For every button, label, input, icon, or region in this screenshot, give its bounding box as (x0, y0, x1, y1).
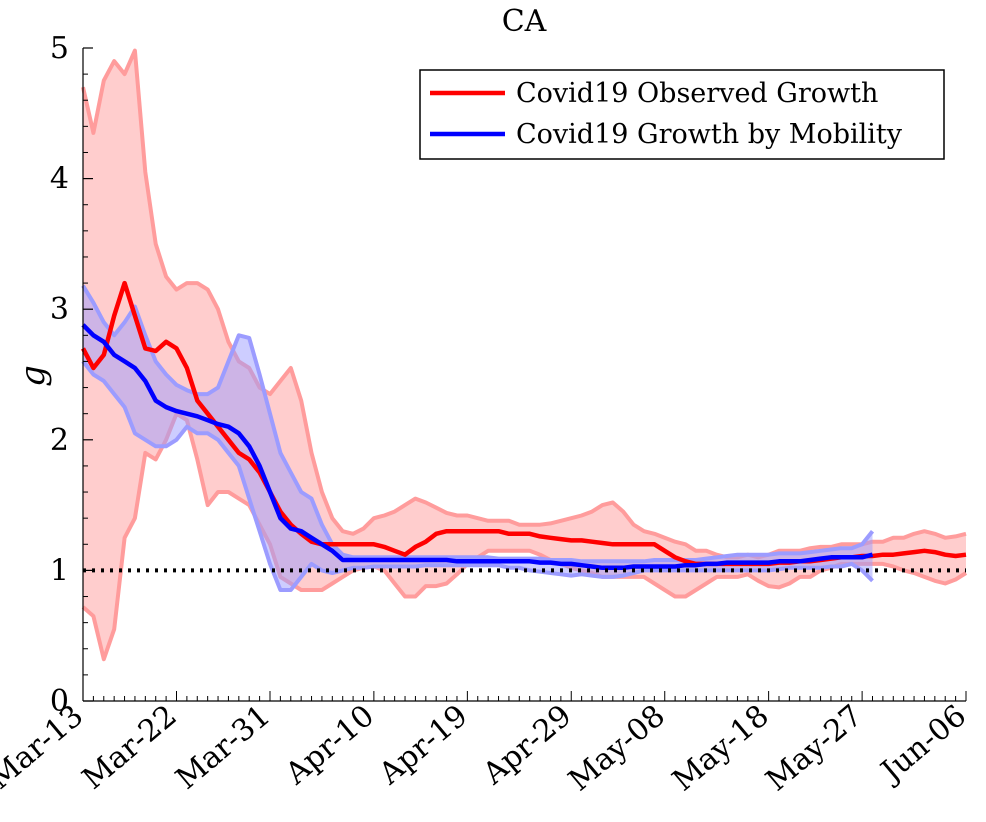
legend-label-observed: Covid19 Observed Growth (516, 78, 878, 109)
y-tick-label: 2 (50, 423, 69, 458)
series-line-mobility (81, 323, 874, 571)
y-tick-label: 4 (50, 162, 69, 197)
band-upper-observed (81, 48, 967, 560)
y-tick-label: 3 (50, 292, 69, 327)
y-tick-label: 1 (50, 553, 69, 588)
y-tick-label: 5 (50, 31, 69, 66)
band-lower-observed (81, 411, 968, 662)
series-lines (81, 280, 967, 571)
chart-title: CA (502, 4, 547, 39)
legend: Covid19 Observed Growth Covid19 Growth b… (419, 69, 945, 160)
y-tick-label: 0 (50, 684, 69, 719)
legend-label-mobility: Covid19 Growth by Mobility (516, 119, 903, 150)
band-upper-mobility (81, 284, 875, 564)
legend-box (419, 69, 945, 160)
y-axis-label: g (13, 365, 53, 387)
